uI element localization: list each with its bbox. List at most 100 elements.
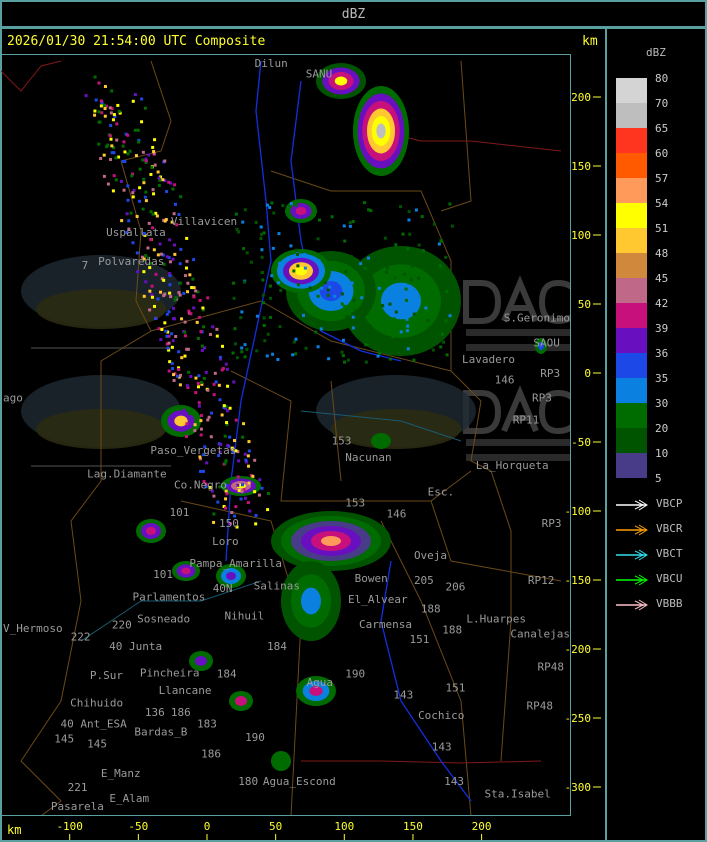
watermark-logo-lettering xyxy=(463,275,570,351)
echo-pixel xyxy=(297,294,301,298)
echo-pixel xyxy=(376,354,380,358)
echo-pixel xyxy=(204,370,208,374)
echo-pixel xyxy=(333,294,337,298)
echo-pixel xyxy=(251,474,255,478)
echo-pixel xyxy=(405,329,409,333)
radar-map[interactable]: Dilun SANU Villavicen Uspallata Polvaredas 7 S… xyxy=(0,54,571,816)
place-label: E_Manz xyxy=(101,767,141,780)
echo-pixel xyxy=(421,249,425,253)
echo-pixel xyxy=(230,511,234,515)
echo-pixel xyxy=(236,483,240,487)
echo-pixel xyxy=(183,330,187,334)
echo-pixel xyxy=(127,227,131,231)
echo-pixel xyxy=(191,409,195,413)
echo-pixel xyxy=(417,276,421,280)
echo-pixel xyxy=(277,232,281,236)
echo-pixel xyxy=(369,209,373,213)
echo-pixel xyxy=(178,293,182,297)
echo-pixel xyxy=(314,330,318,334)
legend-swatch xyxy=(616,78,647,103)
echo-pixel xyxy=(330,215,334,219)
place-label: La_Horqueta xyxy=(476,459,549,472)
echo-pixel xyxy=(379,258,383,262)
echo-pixel xyxy=(93,113,97,117)
echo-pixel xyxy=(263,339,267,343)
echo-pixel xyxy=(219,443,223,447)
echo-pixel xyxy=(245,347,249,351)
echo-pixel xyxy=(112,174,116,178)
echo-pixel xyxy=(143,195,147,199)
radar-echoes xyxy=(84,63,547,771)
echo-pixel xyxy=(102,174,106,178)
place-label: RP48 xyxy=(538,661,565,674)
legend-label: 42 xyxy=(655,297,669,310)
place-label: Esc. xyxy=(428,485,455,498)
echo-pixel xyxy=(243,355,247,359)
place-label: Bowen xyxy=(355,572,388,585)
legend-swatch xyxy=(616,403,647,428)
legend-label: 39 xyxy=(655,322,669,335)
echo-pixel xyxy=(327,357,331,361)
echo-pixel xyxy=(183,354,187,358)
echo-pixel xyxy=(102,103,106,107)
echo-pixel xyxy=(151,188,155,192)
echo-pixel xyxy=(149,210,153,214)
echo-pixel xyxy=(106,143,110,147)
legend-swatch xyxy=(616,353,647,378)
place-label: Parlamentos xyxy=(132,591,205,604)
echo-pixel xyxy=(392,317,396,321)
echo-pixel xyxy=(417,243,421,247)
echo-pixel xyxy=(165,190,169,194)
echo-pixel xyxy=(228,406,232,410)
echo-pixel xyxy=(350,281,354,285)
echo-pixel xyxy=(206,418,210,422)
echo-pixel xyxy=(137,138,141,142)
radar-item-vbcu: VBCU xyxy=(615,572,705,586)
echo-pixel xyxy=(260,255,264,259)
echo-cell xyxy=(538,342,544,350)
echo-pixel xyxy=(186,385,190,389)
echo-pixel xyxy=(174,334,178,338)
echo-pixel xyxy=(217,383,221,387)
echo-pixel xyxy=(168,273,172,277)
echo-pixel xyxy=(202,453,206,457)
legend-label: 36 xyxy=(655,347,669,360)
department-boundary xyxy=(120,60,172,162)
echo-pixel xyxy=(198,457,202,461)
echo-pixel xyxy=(232,380,236,384)
echo-pixel xyxy=(255,314,259,318)
echo-pixel xyxy=(169,181,173,185)
echo-pixel xyxy=(142,177,146,181)
legend-swatch xyxy=(616,103,647,128)
river xyxy=(80,410,462,642)
place-label: Llancane xyxy=(159,684,212,697)
echo-pixel xyxy=(112,113,116,117)
legend-swatch xyxy=(616,303,647,328)
echo-pixel xyxy=(430,258,434,262)
echo-pixel xyxy=(151,212,155,216)
echo-pixel xyxy=(214,380,218,384)
echo-pixel xyxy=(232,296,236,300)
echo-pixel xyxy=(197,401,201,405)
echo-pixel xyxy=(217,442,221,446)
echo-pixel xyxy=(394,243,398,247)
echo-pixel xyxy=(383,236,387,240)
watermark-logo-icon xyxy=(36,289,166,329)
place-labels: Dilun SANU Villavicen Uspallata Polvaredas 7 S… xyxy=(3,57,570,813)
arrow-icon xyxy=(616,524,648,536)
echo-pixel xyxy=(99,157,103,161)
header-title: dBZ xyxy=(341,7,366,22)
echo-cell xyxy=(301,587,321,615)
echo-pixel xyxy=(276,281,280,285)
echo-pixel xyxy=(178,281,182,285)
echo-pixel xyxy=(150,295,154,299)
place-label: 188 xyxy=(442,623,462,636)
echo-pixel xyxy=(140,97,144,101)
echo-pixel xyxy=(165,312,169,316)
echo-pixel xyxy=(199,414,203,418)
echo-pixel xyxy=(192,286,196,290)
place-label: RP12 xyxy=(528,574,555,587)
place-label: 136 xyxy=(145,706,165,719)
echo-pixel xyxy=(97,120,101,124)
echo-pixel xyxy=(432,222,436,226)
